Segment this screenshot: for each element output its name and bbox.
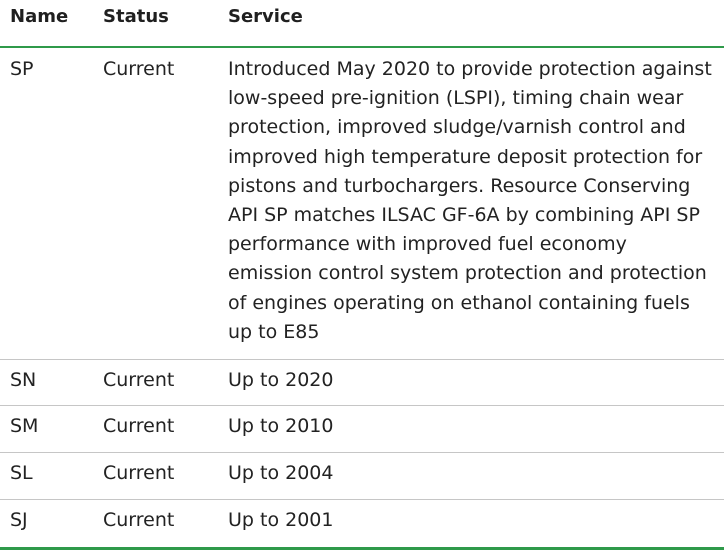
header-service: Service bbox=[228, 6, 303, 27]
row-service: Up to 2001 bbox=[228, 509, 334, 531]
row-name: SJ bbox=[10, 509, 28, 531]
row-status: Current bbox=[103, 509, 175, 531]
row-name: SP bbox=[10, 58, 34, 80]
row-status: Current bbox=[103, 58, 175, 80]
row-service: Up to 2010 bbox=[228, 415, 334, 437]
table-row: SP Current Introduced May 2020 to provid… bbox=[0, 48, 724, 360]
row-name: SL bbox=[10, 462, 33, 484]
header-name: Name bbox=[10, 6, 69, 27]
header-status: Status bbox=[103, 6, 169, 27]
table-row: SJ Current Up to 2001 bbox=[0, 500, 724, 550]
row-service: Up to 2004 bbox=[228, 462, 334, 484]
row-status: Current bbox=[103, 415, 175, 437]
table-row: SN Current Up to 2020 bbox=[0, 360, 724, 406]
row-service: Up to 2020 bbox=[228, 369, 334, 391]
row-name: SM bbox=[10, 415, 39, 437]
table-row: SM Current Up to 2010 bbox=[0, 406, 724, 453]
row-status: Current bbox=[103, 369, 175, 391]
table-row: SL Current Up to 2004 bbox=[0, 453, 724, 500]
row-status: Current bbox=[103, 462, 175, 484]
row-service: Introduced May 2020 to provide protectio… bbox=[228, 58, 712, 343]
table-header-row: Name Status Service bbox=[0, 0, 724, 48]
row-name: SN bbox=[10, 369, 37, 391]
